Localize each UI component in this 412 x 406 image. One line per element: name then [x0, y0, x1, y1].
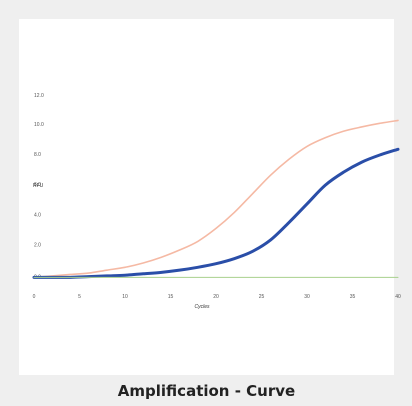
series-line-1 [33, 119, 399, 279]
x-tick-label: 25 [259, 294, 265, 300]
y-tick-label: 10.0 [34, 122, 44, 128]
chart-card [19, 19, 394, 375]
x-tick-label: 0 [33, 294, 36, 300]
x-tick-label: 15 [168, 294, 174, 300]
series-line-2 [32, 147, 400, 279]
x-axis-ticks: 0 5 10 15 20 25 30 35 40 [33, 294, 401, 300]
y-tick-label: 8.0 [34, 152, 41, 158]
x-tick-label: 40 [395, 294, 401, 300]
x-tick-label: 35 [350, 294, 356, 300]
y-tick-label: 12.0 [34, 93, 44, 99]
x-axis-label: Cycles [194, 304, 210, 310]
y-tick-label: 4.0 [34, 212, 41, 218]
x-tick-label: 5 [78, 294, 81, 300]
y-axis-label: RFU [33, 183, 44, 189]
figure-caption: Amplification - Curve [117, 381, 296, 400]
y-tick-label: 6.0 [34, 182, 41, 188]
y-tick-label: 2.0 [34, 243, 41, 249]
series-lines [32, 119, 400, 279]
x-tick-label: 10 [122, 294, 128, 300]
x-tick-label: 30 [304, 294, 310, 300]
x-tick-label: 20 [213, 294, 219, 300]
